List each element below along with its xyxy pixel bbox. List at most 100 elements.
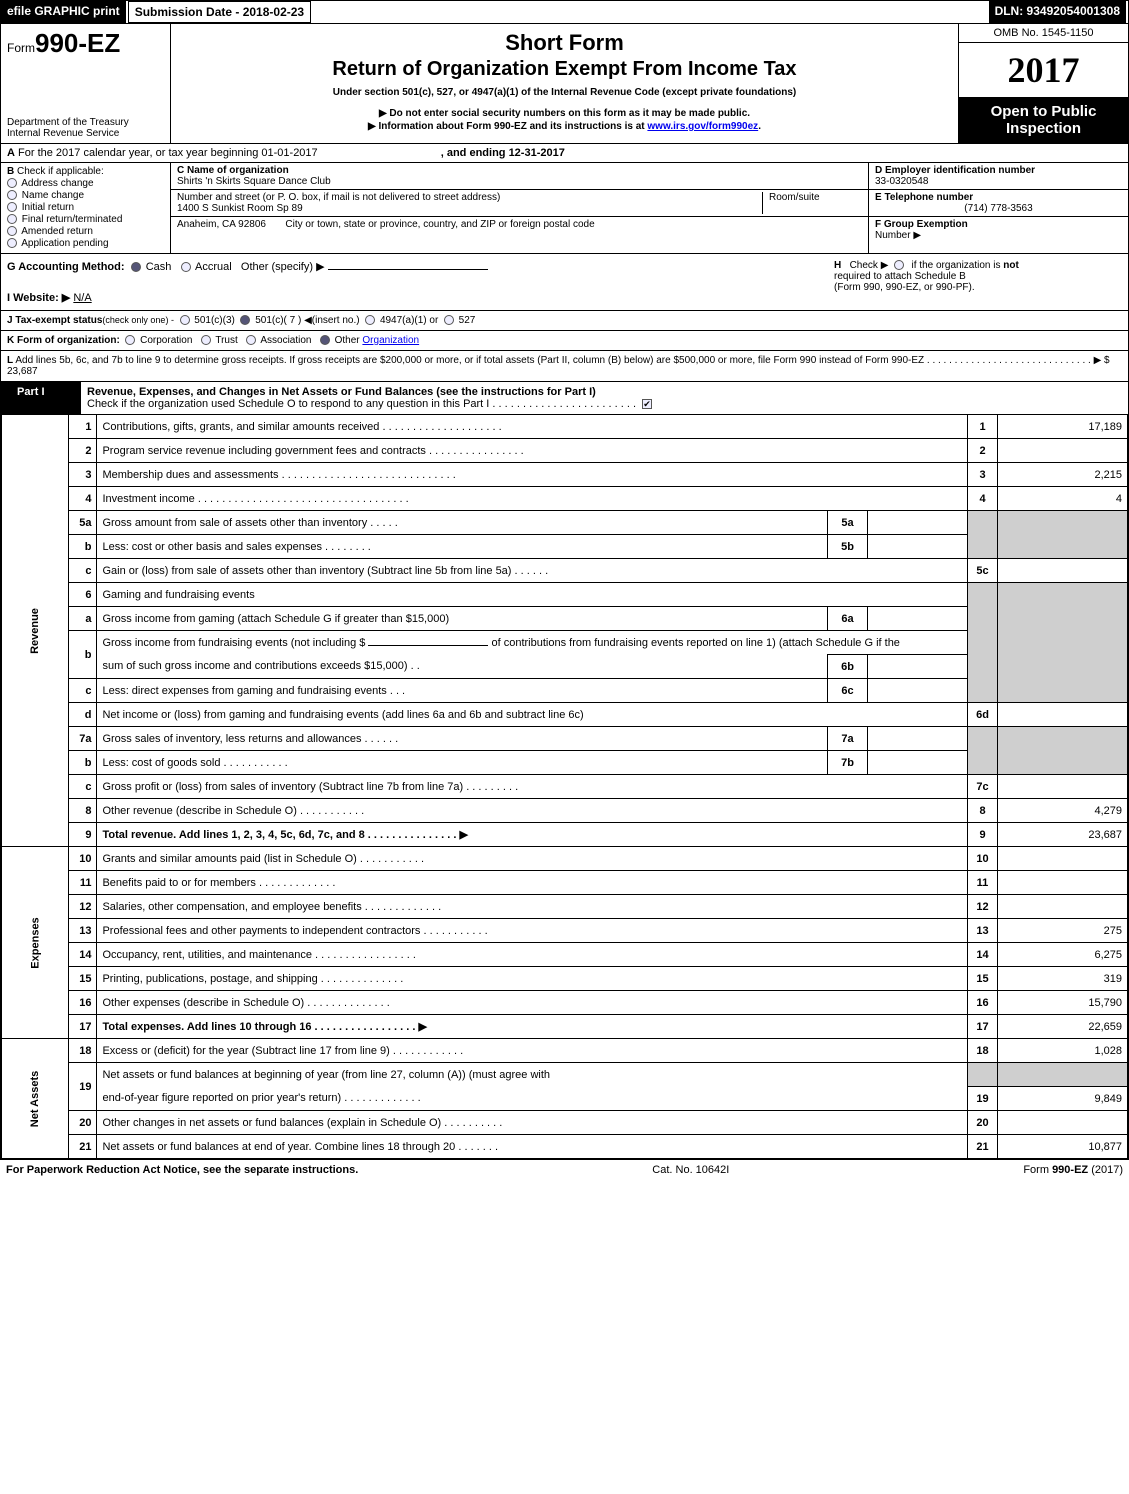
K-label: K Form of organization: [7,335,120,346]
row-K: K Form of organization: Corporation Trus… [1,330,1128,350]
website-value: N/A [73,292,91,304]
row-G: G Accounting Method: Cash Accrual Other … [7,260,822,273]
row-A: A For the 2017 calendar year, or tax yea… [1,143,1128,162]
row-H: H Check ▶ if the organization is not req… [828,254,1128,310]
radio-assoc[interactable] [246,335,256,345]
H-checkbox[interactable] [894,260,904,270]
radio-other-org[interactable] [320,335,330,345]
line-7a: 7a Gross sales of inventory, less return… [2,727,1128,751]
line-6b-1: b Gross income from fundraising events (… [2,631,1128,655]
G-other-input[interactable] [328,269,488,270]
G-other: Other (specify) ▶ [241,261,325,273]
chk-amended-return[interactable]: Amended return [7,226,164,237]
col-DEF: D Employer identification number 33-0320… [868,163,1128,253]
line-13: 13 Professional fees and other payments … [2,919,1128,943]
col-B: B Check if applicable: Address change Na… [1,163,171,253]
chk-final-return[interactable]: Final return/terminated [7,214,164,225]
chk-address-change[interactable]: Address change [7,178,164,189]
line-19b: end-of-year figure reported on prior yea… [2,1087,1128,1111]
L-text: Add lines 5b, 6c, and 7b to line 9 to de… [7,355,1110,377]
chk-application-pending[interactable]: Application pending [7,238,164,249]
line-6d: d Net income or (loss) from gaming and f… [2,703,1128,727]
row-GH: G Accounting Method: Cash Accrual Other … [1,253,1128,310]
chk-name-change[interactable]: Name change [7,190,164,201]
row-J: J Tax-exempt status(check only one) - 50… [1,310,1128,330]
instr2-post: . [758,121,761,132]
part-I-header: Part I Revenue, Expenses, and Changes in… [1,381,1128,414]
addr-label: Number and street (or P. O. box, if mail… [177,192,500,203]
J-paren: (check only one) - [102,315,174,325]
footer-right: Form 990-EZ (2017) [1023,1164,1123,1176]
instruction-ssn: ▶ Do not enter social security numbers o… [177,108,952,119]
part-I-desc2: Check if the organization used Schedule … [87,398,636,410]
instructions-link[interactable]: www.irs.gov/form990ez [647,121,758,132]
line-7c: c Gross profit or (loss) from sales of i… [2,775,1128,799]
form-no: 990-EZ [35,28,120,58]
row-L: L Add lines 5b, 6c, and 7b to line 9 to … [1,350,1128,381]
footer-catno: Cat. No. 10642I [652,1164,729,1176]
room-label: Room/suite [762,192,862,214]
K-other-link[interactable]: Organization [362,335,419,346]
chk-initial-return[interactable]: Initial return [7,202,164,213]
open-line1: Open to Public [991,103,1097,120]
radio-501c3[interactable] [180,315,190,325]
form-prefix: Form [7,41,35,55]
open-to-public: Open to Public Inspection [959,97,1128,143]
org-name: Shirts 'n Skirts Square Dance Club [177,176,331,187]
A-post: , and ending 12-31-2017 [441,147,565,159]
radio-accrual[interactable] [181,262,191,272]
radio-corp[interactable] [125,335,135,345]
F-number-label: Number ▶ [875,230,921,241]
radio-501c[interactable] [240,315,250,325]
sidelabel-net-assets: Net Assets [2,1039,69,1159]
col-C: C Name of organization Shirts 'n Skirts … [171,163,868,253]
sidelabel-expenses: Expenses [2,847,69,1039]
instruction-link-line: ▶ Information about Form 990-EZ and its … [177,121,952,132]
line-21: 21 Net assets or fund balances at end of… [2,1135,1128,1159]
H-text2: if the organization is [912,260,1004,271]
J-label: J Tax-exempt status [7,315,102,326]
row-I: I Website: ▶ N/A [7,291,822,304]
line-11: 11 Benefits paid to or for members . . .… [2,871,1128,895]
part-I-table: Revenue 1 Contributions, gifts, grants, … [1,414,1128,1159]
line-5a: 5a Gross amount from sale of assets othe… [2,511,1128,535]
H-text3: required to attach Schedule B [834,271,966,282]
H-text1: Check ▶ [850,260,889,271]
L-label: L [7,355,13,366]
line-7b: b Less: cost of goods sold . . . . . . .… [2,751,1128,775]
line-8: 8 Other revenue (describe in Schedule O)… [2,799,1128,823]
radio-trust[interactable] [201,335,211,345]
H-label: H [834,260,841,271]
G-cash: Cash [146,261,172,273]
line-6: 6 Gaming and fundraising events [2,583,1128,607]
radio-527[interactable] [444,315,454,325]
title-subtitle: Under section 501(c), 527, or 4947(a)(1)… [177,87,952,98]
6b-amount-input[interactable] [368,645,488,646]
line-2: 2 Program service revenue including gove… [2,439,1128,463]
line-17: 17 Total expenses. Add lines 10 through … [2,1015,1128,1039]
radio-cash[interactable] [131,262,141,272]
sidelabel-revenue: Revenue [2,415,69,847]
line-6c: c Less: direct expenses from gaming and … [2,679,1128,703]
telephone-value: (714) 778-3563 [875,203,1122,214]
line-18: Net Assets 18 Excess or (deficit) for th… [2,1039,1128,1063]
title-return: Return of Organization Exempt From Incom… [177,58,952,81]
part-I-desc: Revenue, Expenses, and Changes in Net As… [87,386,596,398]
title-short-form: Short Form [177,30,952,56]
efile-badge: efile GRAPHIC print [1,1,128,23]
G-accrual: Accrual [195,261,232,273]
I-label: I Website: ▶ [7,292,70,304]
part-I-schedule-o-checkbox[interactable] [642,399,652,409]
form-header: Form990-EZ Department of the Treasury In… [1,23,1128,143]
line-19a: 19 Net assets or fund balances at beginn… [2,1063,1128,1087]
line-14: 14 Occupancy, rent, utilities, and maint… [2,943,1128,967]
radio-4947[interactable] [365,315,375,325]
instr2-pre: ▶ Information about Form 990-EZ and its … [368,121,647,132]
line-4: 4 Investment income . . . . . . . . . . … [2,487,1128,511]
tax-year: 2017 [959,43,1128,97]
page-footer: For Paperwork Reduction Act Notice, see … [0,1160,1129,1180]
org-city: Anaheim, CA 92806 [177,219,266,230]
E-label: E Telephone number [875,192,973,203]
line-5c: c Gain or (loss) from sale of assets oth… [2,559,1128,583]
dln-badge: DLN: 93492054001308 [989,1,1128,23]
